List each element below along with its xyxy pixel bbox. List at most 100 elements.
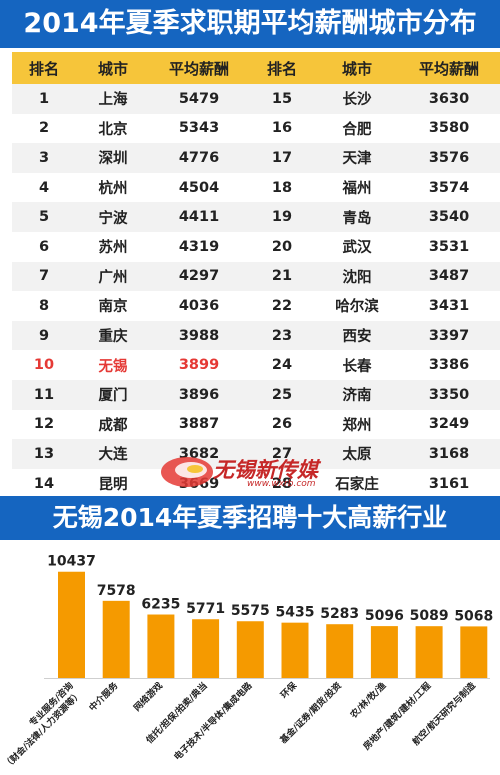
city-cell: 深圳 [76,143,150,173]
category-label: 中介服务 [86,679,121,714]
city-salary-table: 排名 城市 平均薪酬 排名 城市 平均薪酬 1 上海 5479 15 长沙 3630 2 北京… [12,52,500,499]
salary-cell: 4036 [150,291,248,321]
salary-cell: 3431 [398,291,500,321]
rank-cell: 12 [12,409,76,440]
table-row: 4 杭州 4504 18 福州 3574 [12,172,500,203]
salary-cell: 4776 [150,143,248,173]
city-cell: 南京 [76,291,150,321]
rank-cell: 23 [248,320,316,351]
data-label: 5096 [365,608,404,624]
city-cell: 济南 [316,379,398,410]
table-row: 3 深圳 4776 17 天津 3576 [12,143,500,173]
rank-cell: 25 [248,379,316,410]
salary-cell: 3487 [398,261,500,292]
salary-cell: 3576 [398,143,500,173]
rank-cell: 13 [12,439,76,469]
city-cell: 厦门 [76,379,150,410]
salary-cell: 3168 [398,439,500,469]
salary-cell: 3580 [398,113,500,144]
bar [326,624,354,678]
watermark-url: www.wxrb.com [247,479,316,489]
city-cell: 太原 [316,439,398,469]
column-header-rank: 排名 [248,52,316,84]
data-label: 5575 [231,603,270,619]
city-cell: 上海 [76,84,150,114]
column-header-rank: 排名 [12,52,76,84]
data-label: 5771 [186,601,225,617]
city-cell: 沈阳 [316,261,398,292]
rank-cell: 10 [12,350,76,380]
table-row: 8 南京 4036 22 哈尔滨 3431 [12,291,500,321]
rank-cell: 15 [248,84,316,114]
data-label: 5435 [276,605,315,621]
city-cell: 无锡 [76,350,150,380]
data-label: 7578 [97,583,136,599]
city-cell: 武汉 [316,231,398,262]
salary-cell: 3630 [398,84,500,114]
city-cell: 哈尔滨 [316,291,398,321]
category-label: 网络游戏 [131,680,165,714]
city-cell: 长春 [316,350,398,380]
table-header-row: 排名 城市 平均薪酬 排名 城市 平均薪酬 [12,52,500,84]
table-row: 10 无锡 3899 24 长春 3386 [12,350,500,380]
rank-cell: 3 [12,143,76,173]
salary-cell: 3896 [150,379,248,410]
rank-cell: 18 [248,172,316,203]
bar [460,626,488,678]
salary-cell: 3887 [150,409,248,440]
table-row: 12 成都 3887 26 郑州 3249 [12,409,500,440]
bar [236,621,264,678]
rank-cell: 22 [248,291,316,321]
data-label: 10437 [47,554,96,570]
city-cell: 西安 [316,320,398,351]
rank-cell: 24 [248,350,316,380]
table-body: 1 上海 5479 15 长沙 3630 2 北京 5343 16 合肥 3580 3 深圳 4776 17 天… [12,84,500,499]
salary-cell: 4504 [150,172,248,203]
rank-cell: 28 [248,468,316,499]
rank-cell: 26 [248,409,316,440]
salary-cell: 3531 [398,231,500,262]
city-cell: 长沙 [316,84,398,114]
bar [281,622,309,678]
table-row: 6 苏州 4319 20 武汉 3531 [12,231,500,262]
column-header-salary: 平均薪酬 [398,52,500,84]
category-label: 环保 [278,679,300,701]
rank-cell: 20 [248,231,316,262]
rank-cell: 7 [12,261,76,292]
rank-cell: 19 [248,202,316,232]
column-header-city: 城市 [76,52,150,84]
city-cell: 杭州 [76,172,150,203]
table-row: 1 上海 5479 15 长沙 3630 [12,84,500,114]
category-label: 专业服务/咨询（财会/法律/人力资源等） [0,680,84,772]
city-cell: 北京 [76,113,150,144]
data-label: 5283 [320,606,359,622]
rank-cell: 8 [12,291,76,321]
salary-cell: 3350 [398,379,500,410]
watermark-text: 无锡新传媒 [213,458,318,482]
city-cell: 大连 [76,439,150,469]
data-label: 6235 [141,597,180,613]
table-row: 9 重庆 3988 23 西安 3397 [12,320,500,351]
salary-cell: 5343 [150,113,248,144]
category-label: 电子技术/半导体/集成电路 [171,679,255,763]
salary-cell: 3249 [398,409,500,440]
salary-cell: 4319 [150,231,248,262]
salary-cell: 4411 [150,202,248,232]
rank-cell: 11 [12,379,76,410]
industry-salary-chart: 10437 专业服务/咨询（财会/法律/人力资源等） 7578 中介服务 6235 网络游… [0,554,493,772]
bar [370,626,398,678]
city-cell: 苏州 [76,231,150,262]
rank-cell: 14 [12,468,76,499]
rank-cell: 27 [248,439,316,469]
city-cell: 合肥 [316,113,398,144]
city-cell: 石家庄 [316,468,398,499]
rank-cell: 2 [12,113,76,144]
swirl-logo-icon [161,457,213,487]
salary-cell: 3386 [398,350,500,380]
data-label: 5089 [410,608,449,624]
salary-cell: 5479 [150,84,248,114]
rank-cell: 16 [248,113,316,144]
data-label: 5068 [454,608,493,624]
rank-cell: 5 [12,202,76,232]
city-cell: 宁波 [76,202,150,232]
